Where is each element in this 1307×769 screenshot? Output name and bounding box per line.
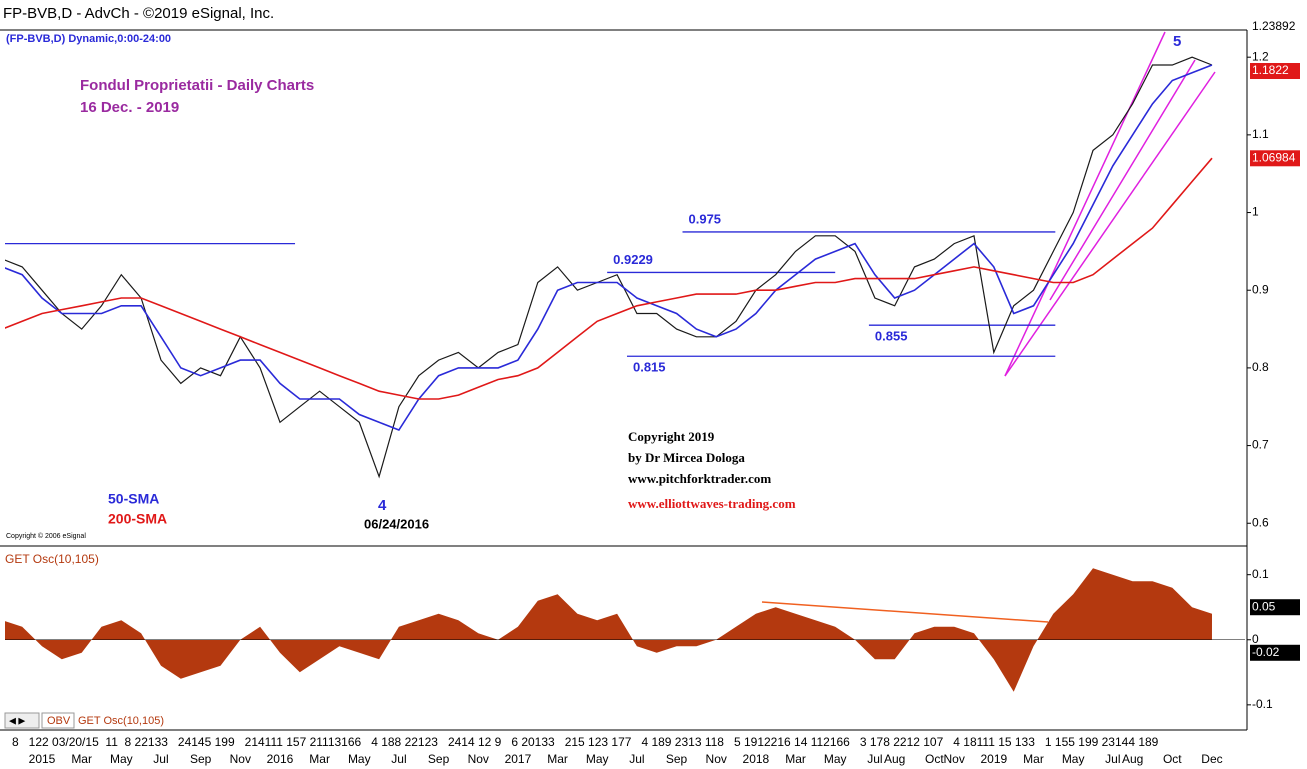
trend-line [761,601,1049,623]
x-tick-label: May [1062,752,1085,766]
x-tick-label: Aug [884,752,905,766]
x-tick-label: Jul [629,752,644,766]
heading-date: 16 Dec. - 2019 [80,99,179,116]
y-tick-label: 1.2 [1252,49,1269,63]
x-tick-label: Nov [230,752,251,766]
x-tick-label: Jul [391,752,406,766]
value-box-label: 1.06984 [1252,150,1296,164]
level-label: 0.975 [689,211,722,226]
y-tick-label: 0.9 [1252,282,1269,296]
x-tick-label: May [586,752,609,766]
arrow[interactable]: ◀ ▶ [9,715,25,725]
pane-title: GET Osc(10,105) [5,552,99,566]
y-tick-label: 0.7 [1252,438,1269,452]
tab[interactable] [41,712,75,729]
y-tick-label: 0 [1252,632,1259,646]
legend-entry: 200-SMA [108,511,167,527]
series-line [5,157,1213,400]
value-box [1250,644,1300,661]
value-box [1250,63,1300,80]
tab-label[interactable]: OBV [47,715,71,727]
heading: Fondul Proprietatii - Daily Charts [80,77,314,94]
x-tick-label: Aug [1122,752,1143,766]
series-line [5,56,1213,479]
x-tick-label: 2018 [743,752,770,766]
value-box [1250,150,1300,167]
x-tick-label: Jul [153,752,168,766]
price-pane [5,56,1213,479]
osc-pane [5,568,1245,692]
x-tick-label: Sep [190,752,212,766]
copyright: by Dr Mircea Dologa [628,450,745,465]
x-tick-label: Sep [666,752,688,766]
level-label: 0.815 [633,360,666,375]
x-tick-label: Mar [71,752,92,766]
x-tick-label: May [824,752,847,766]
legend-entry: 50-SMA [108,491,159,507]
wave-date: 06/24/2016 [364,516,429,531]
x-tick-label: Mar [547,752,568,766]
copyright: Copyright 2019 [628,429,715,444]
value-box [1250,599,1300,616]
y-tick-label: 1.1 [1252,127,1269,141]
level-label: 0.855 [875,329,908,344]
x-tick-label: Nov [944,752,965,766]
y-tick-label: 1 [1252,205,1259,219]
window-title: FP-BVB,D - AdvCh - ©2019 eSignal, Inc. [3,5,274,22]
x-tick-label: May [348,752,371,766]
x-tick-label: Mar [309,752,330,766]
link[interactable]: www.elliottwaves-trading.com [628,496,796,511]
x-tick-label: Jul [867,752,882,766]
x-tick-label: Mar [785,752,806,766]
level-label: 0.9229 [613,252,653,267]
value-box-label: 0.05 [1252,599,1276,613]
x-tick-label: Nov [706,752,727,766]
x-tick-label: Dec [1201,752,1222,766]
y-tick-label: 0.8 [1252,360,1269,374]
x-day-row: 8 122 03/20/15 11 8 22133 24145 199 2141… [12,735,1159,749]
value-box-label: 1.1822 [1252,63,1289,77]
x-tick-label: 2015 [29,752,56,766]
y-tick-label: 0.6 [1252,515,1269,529]
copyright-small: Copyright © 2006 eSignal [6,532,86,540]
series-line [5,64,1213,431]
scroll-buttons[interactable] [4,712,40,729]
y-tick-label: 0.1 [1252,567,1269,581]
copyright: www.pitchforktrader.com [628,471,771,486]
value-box-label: -0.02 [1252,645,1280,659]
wave-label: 4 [378,497,387,514]
tab-bar: ◀ ▶ OBV GET Osc(10,105) [4,712,164,729]
x-tick-label: 2017 [505,752,532,766]
tab-label[interactable]: GET Osc(10,105) [78,715,164,727]
osc-area [5,568,1212,692]
x-tick-label: Mar [1023,752,1044,766]
high-label: 1.23892 [1252,19,1296,33]
symbol: (FP-BVB,D) Dynamic,0:00-24:00 [6,33,171,45]
x-tick-label: Nov [468,752,489,766]
y-tick-label: -0.1 [1252,697,1273,711]
x-tick-label: Sep [428,752,450,766]
x-tick-label: 2019 [980,752,1007,766]
x-tick-label: 2016 [267,752,294,766]
x-tick-label: Oct [1163,752,1182,766]
x-tick-label: Jul [1105,752,1120,766]
x-tick-label: May [110,752,133,766]
wave-label: 5 [1173,33,1181,50]
x-tick-label: Oct [925,752,944,766]
